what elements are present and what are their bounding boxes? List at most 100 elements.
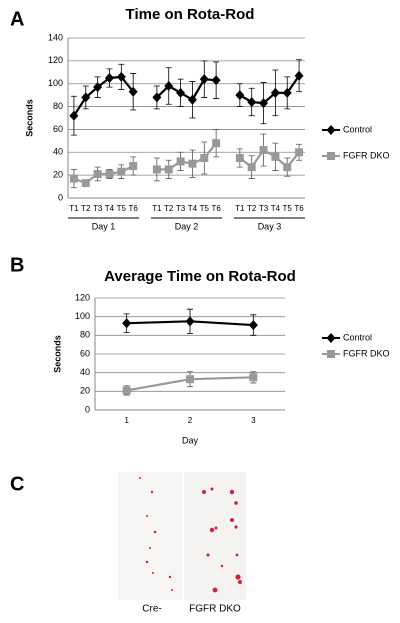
- group-label: Day 3: [258, 221, 282, 231]
- y-tick-label: 100: [48, 78, 63, 88]
- x-tick-label: T5: [283, 204, 293, 213]
- marker: [326, 333, 336, 343]
- x-tick-label: T2: [81, 204, 91, 213]
- marker: [152, 165, 161, 174]
- marker: [93, 170, 102, 178]
- legend-label: Control: [343, 332, 372, 342]
- marker: [212, 139, 221, 148]
- marker: [185, 316, 195, 327]
- marker: [164, 81, 174, 91]
- x-tick-label: T6: [129, 204, 139, 213]
- marker: [129, 162, 138, 170]
- marker: [247, 163, 256, 172]
- y-tick-label: 0: [85, 404, 90, 414]
- y-tick-label: 120: [75, 292, 90, 302]
- marker: [176, 157, 185, 166]
- marker: [327, 152, 335, 160]
- x-tick-label: T2: [247, 204, 257, 213]
- x-tick-label: T5: [117, 204, 127, 213]
- marker: [176, 87, 186, 98]
- marker: [199, 74, 209, 85]
- marker: [122, 386, 131, 395]
- x-tick-label: T1: [69, 204, 79, 213]
- panel-label: A: [10, 8, 24, 30]
- marker: [211, 75, 221, 86]
- legend-label: FGFR DKO: [343, 150, 390, 160]
- x-tick-label: 2: [188, 416, 193, 425]
- marker: [295, 148, 304, 157]
- marker: [249, 373, 258, 382]
- marker: [200, 154, 209, 162]
- marker: [104, 73, 114, 83]
- marker: [271, 152, 280, 161]
- marker: [69, 174, 78, 183]
- chart-title: Time on Rota-Rod: [126, 6, 255, 23]
- x-tick-label: T2: [164, 204, 174, 213]
- y-tick-label: 60: [53, 124, 63, 134]
- y-tick-label: 40: [53, 147, 63, 157]
- y-tick-label: 80: [53, 101, 63, 111]
- x-tick-label: T1: [152, 204, 162, 213]
- x-tick-label: T5: [200, 204, 210, 213]
- marker: [235, 90, 245, 101]
- marker: [294, 70, 304, 81]
- image-caption: Cre-: [142, 604, 161, 615]
- marker: [235, 154, 244, 162]
- y-tick-label: 120: [48, 55, 63, 65]
- y-tick-label: 20: [53, 170, 63, 180]
- series-line: [73, 75, 300, 117]
- marker: [187, 94, 197, 105]
- y-tick-label: 100: [75, 311, 90, 321]
- x-tick-label: T3: [176, 204, 186, 213]
- marker: [81, 92, 91, 103]
- marker: [186, 375, 194, 384]
- y-tick-label: 80: [80, 330, 90, 340]
- marker: [259, 98, 269, 109]
- chart-title: Average Time on Rota-Rod: [104, 268, 296, 285]
- marker: [122, 318, 132, 329]
- marker: [270, 87, 280, 98]
- y-axis-label: Seconds: [24, 99, 34, 137]
- marker: [248, 320, 258, 331]
- x-tick-label: 1: [124, 416, 129, 425]
- marker: [81, 179, 90, 188]
- marker: [69, 110, 79, 121]
- image-caption: FGFR DKO: [189, 604, 241, 615]
- marker: [128, 86, 138, 97]
- y-tick-label: 0: [58, 192, 63, 202]
- marker: [117, 167, 126, 176]
- marker: [259, 146, 268, 154]
- x-axis-label: Day: [182, 435, 199, 445]
- x-tick-label: T6: [211, 204, 221, 213]
- x-tick-label: T4: [188, 204, 198, 213]
- legend-label: FGFR DKO: [343, 348, 390, 358]
- marker: [116, 71, 126, 82]
- panel-label: C: [10, 473, 24, 495]
- marker: [247, 97, 257, 107]
- y-tick-label: 40: [80, 367, 90, 377]
- group-label: Day 2: [175, 221, 199, 231]
- marker: [164, 165, 173, 174]
- stain-dots: [139, 477, 242, 593]
- x-tick-label: T4: [271, 204, 281, 213]
- strip: [184, 472, 246, 600]
- marker: [327, 350, 335, 358]
- x-tick-label: T3: [259, 204, 269, 213]
- y-tick-label: 60: [80, 348, 90, 358]
- y-tick-label: 20: [80, 386, 90, 396]
- x-tick-label: T3: [93, 204, 103, 213]
- marker: [326, 125, 336, 135]
- group-label: Day 1: [92, 221, 116, 231]
- x-tick-label: T1: [235, 204, 245, 213]
- x-tick-label: T4: [105, 204, 115, 213]
- panel-label: B: [10, 254, 24, 276]
- x-tick-label: 3: [251, 416, 256, 425]
- marker: [152, 92, 162, 103]
- marker: [188, 159, 197, 168]
- y-axis-label: Seconds: [52, 335, 62, 373]
- marker: [283, 163, 292, 172]
- tissue-image: [118, 472, 246, 600]
- strip: [118, 472, 182, 600]
- legend-label: Control: [343, 124, 372, 134]
